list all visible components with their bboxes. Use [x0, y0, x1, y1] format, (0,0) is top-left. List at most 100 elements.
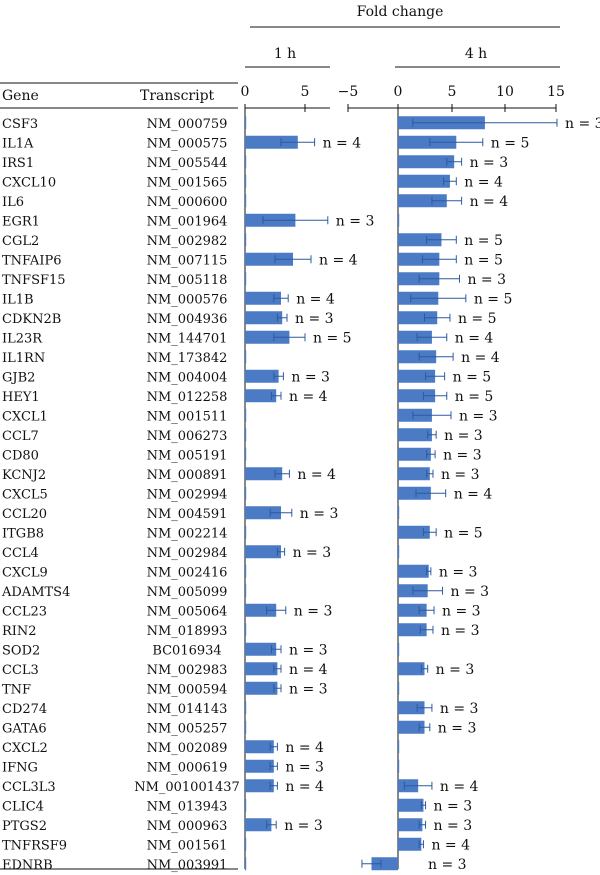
h4-bar-36: [398, 818, 423, 832]
h4-n-label-18: n = 3: [441, 467, 480, 483]
transcript-label: NM_000963: [147, 819, 228, 834]
h1-n-label-28: n = 4: [289, 662, 328, 678]
h4-bar-14: [398, 389, 436, 403]
transcript-label: NM_004591: [147, 507, 228, 522]
h1-bar-7: [245, 252, 293, 266]
transcript-label: NM_002214: [147, 526, 228, 541]
h1-bar-9: [245, 291, 281, 305]
h4-bar-29: [398, 681, 400, 695]
h1-bar-19: [245, 486, 247, 500]
h1-bar-30: [245, 701, 247, 715]
h1-n-label-33: n = 3: [285, 759, 324, 775]
h4-n-label-16: n = 3: [444, 428, 483, 444]
transcript-label: NM_000891: [147, 468, 228, 483]
transcript-label: NM_144701: [147, 331, 228, 346]
h4-n-label-36: n = 3: [434, 818, 473, 834]
axis-4h-tick-label-neg5: −5: [338, 84, 359, 100]
transcript-label: NM_000619: [147, 760, 228, 775]
gene-label: IFNG: [2, 760, 38, 775]
transcript-label: NM_000759: [147, 117, 228, 132]
h4-n-label-34: n = 4: [440, 779, 479, 795]
h1-n-label-18: n = 4: [297, 467, 336, 483]
column-header-transcript: Transcript: [140, 88, 215, 104]
h4-n-label-25: n = 3: [442, 603, 481, 619]
gene-label: SOD2: [2, 643, 40, 658]
gene-label: IL1A: [2, 136, 34, 151]
h4-bar-5: [398, 213, 400, 227]
h1-bar-6: [245, 233, 247, 247]
h1-bar-29: [245, 681, 278, 695]
transcript-label: NM_004936: [147, 312, 228, 327]
gene-label: PTGS2: [2, 819, 47, 834]
h4-bar-11: [398, 330, 432, 344]
h4-bar-23: [398, 564, 429, 578]
h4-n-label-17: n = 3: [443, 447, 482, 463]
h1-bar-22: [245, 545, 281, 559]
h1-n-label-25: n = 3: [294, 603, 333, 619]
h1-bar-2: [245, 155, 247, 169]
transcript-label: NM_002416: [147, 565, 228, 580]
h1-bar-20: [245, 506, 281, 520]
gene-label: CD274: [2, 702, 47, 717]
gene-label: CLIC4: [2, 799, 44, 814]
h1-bar-16: [245, 428, 247, 442]
h4-bar-2: [398, 155, 455, 169]
gene-label: CCL4: [2, 546, 39, 561]
h4-bar-12: [398, 350, 437, 364]
h4-n-label-11: n = 4: [455, 330, 494, 346]
h4-bar-7: [398, 252, 440, 266]
h4-bar-32: [398, 740, 400, 754]
h1-bar-12: [245, 350, 247, 364]
h4-bar-38: [371, 857, 398, 871]
transcript-label: NM_001565: [147, 175, 228, 190]
h4-bar-30: [398, 701, 425, 715]
h1-n-label-36: n = 3: [284, 818, 323, 834]
h4-n-label-6: n = 5: [464, 233, 503, 249]
h4-bar-8: [398, 272, 440, 286]
h1-bar-10: [245, 311, 283, 325]
h1-bar-21: [245, 525, 247, 539]
h4-n-label-14: n = 5: [455, 389, 494, 405]
gene-label: IL6: [2, 195, 24, 210]
h1-bar-17: [245, 447, 247, 461]
h1-bar-32: [245, 740, 274, 754]
transcript-label: NM_005099: [147, 585, 228, 600]
h4-bar-35: [398, 798, 424, 812]
h1-bar-23: [245, 564, 247, 578]
axis-4h-tick-label-15: 15: [547, 84, 565, 100]
transcript-label: NM_002982: [147, 234, 228, 249]
gene-label: CCL23: [2, 604, 47, 619]
gene-label: IL1B: [2, 292, 34, 307]
gene-label: HEY1: [2, 390, 40, 405]
h4-n-label-28: n = 3: [436, 662, 475, 678]
gene-label: GATA6: [2, 721, 47, 736]
transcript-label: NM_003991: [147, 858, 228, 873]
transcript-label: NM_001511: [147, 409, 228, 424]
h1-n-label-9: n = 4: [296, 291, 335, 307]
h4-n-label-19: n = 4: [454, 486, 493, 502]
h4-n-label-24: n = 3: [451, 584, 490, 600]
transcript-label: BC016934: [152, 643, 221, 658]
gene-label: IL1RN: [2, 351, 45, 366]
h1-bar-38: [245, 857, 247, 871]
gene-label: CXCL5: [2, 487, 48, 502]
h4-n-label-31: n = 3: [438, 720, 477, 736]
transcript-label: NM_005191: [147, 448, 228, 463]
gene-label: CSF3: [2, 117, 38, 132]
gene-label: CCL3: [2, 663, 39, 678]
gene-label: KCNJ2: [2, 468, 46, 483]
h4-bar-10: [398, 311, 438, 325]
transcript-label: NM_001561: [147, 838, 228, 853]
h4-bar-16: [398, 428, 432, 442]
h4-bar-18: [398, 467, 430, 481]
h1-n-label-32: n = 4: [285, 740, 324, 756]
h4-bar-31: [398, 720, 425, 734]
h1-bar-28: [245, 662, 278, 676]
h1-n-label-11: n = 5: [313, 330, 352, 346]
h1-bar-37: [245, 837, 247, 851]
transcript-label: NM_000594: [147, 682, 228, 697]
transcript-label: NM_001964: [147, 214, 228, 229]
h4-bar-17: [398, 447, 431, 461]
transcript-label: NM_002994: [147, 487, 228, 502]
